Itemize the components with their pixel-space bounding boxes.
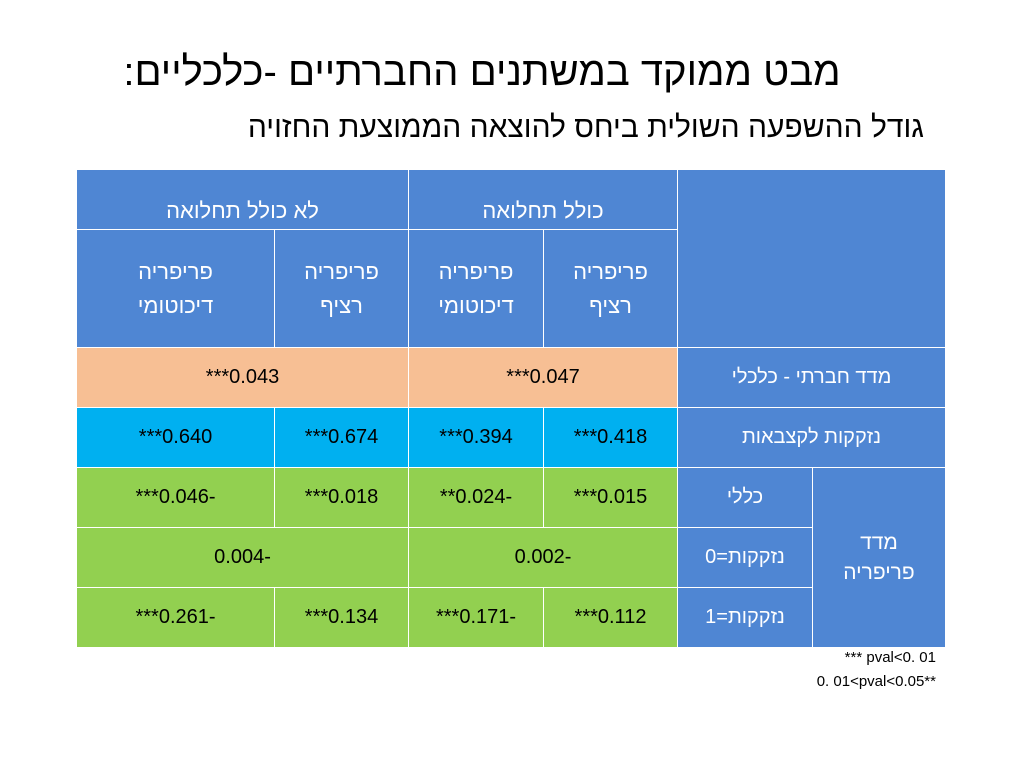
row-label-dependency-1: נזקקות=1 xyxy=(678,588,813,648)
table-cell: ***0.015 xyxy=(544,468,678,528)
row-group-label-periphery-index: מדד פריפריה xyxy=(813,468,946,648)
header-group-with-morbidity: כולל תחלואה xyxy=(409,170,678,230)
row-label-general: כללי xyxy=(678,468,813,528)
page-subtitle: גודל ההשפעה השולית ביחס להוצאה הממוצעת ה… xyxy=(247,111,924,144)
table-cell: ***0.134 xyxy=(275,588,409,648)
table-cell: ***0.171- xyxy=(409,588,544,648)
table-cell: ***0.112 xyxy=(544,588,678,648)
table-cell: ***0.018 xyxy=(275,468,409,528)
subheader-dichotomous-periphery: פריפריה דיכוטומי xyxy=(77,230,275,348)
subheader-continuous-periphery: פריפריה רציף xyxy=(544,230,678,348)
table-cell: ***0.394 xyxy=(409,408,544,468)
subheader-continuous-periphery: פריפריה רציף xyxy=(275,230,409,348)
row-label-dependency-0: נזקקות=0 xyxy=(678,528,813,588)
table-cell: ***0.640 xyxy=(77,408,275,468)
table-cell: ***0.047 xyxy=(409,348,678,408)
significance-note-2: 0. 01<pval<0.05** xyxy=(816,673,936,690)
results-table: כולל תחלואה לא כולל תחלואה פריפריה רציף … xyxy=(77,170,946,648)
significance-note-1: *** pval<0. 01 xyxy=(844,649,936,666)
table-cell: 0.004- xyxy=(77,528,409,588)
subheader-dichotomous-periphery: פריפריה דיכוטומי xyxy=(409,230,544,348)
page-title: מבט ממוקד במשתנים החברתיים -כלכליים: xyxy=(123,50,841,94)
row-label-ses-index: מדד חברתי - כלכלי xyxy=(678,348,946,408)
header-group-without-morbidity: לא כולל תחלואה xyxy=(77,170,409,230)
table-cell: **0.024- xyxy=(409,468,544,528)
table-cell: ***0.261- xyxy=(77,588,275,648)
table-cell: ***0.046- xyxy=(77,468,275,528)
table-cell: ***0.418 xyxy=(544,408,678,468)
table-cell: ***0.043 xyxy=(77,348,409,408)
row-label-allowance-dependency: נזקקות לקצבאות xyxy=(678,408,946,468)
table-cell: 0.002- xyxy=(409,528,678,588)
header-corner xyxy=(678,170,946,348)
table-cell: ***0.674 xyxy=(275,408,409,468)
